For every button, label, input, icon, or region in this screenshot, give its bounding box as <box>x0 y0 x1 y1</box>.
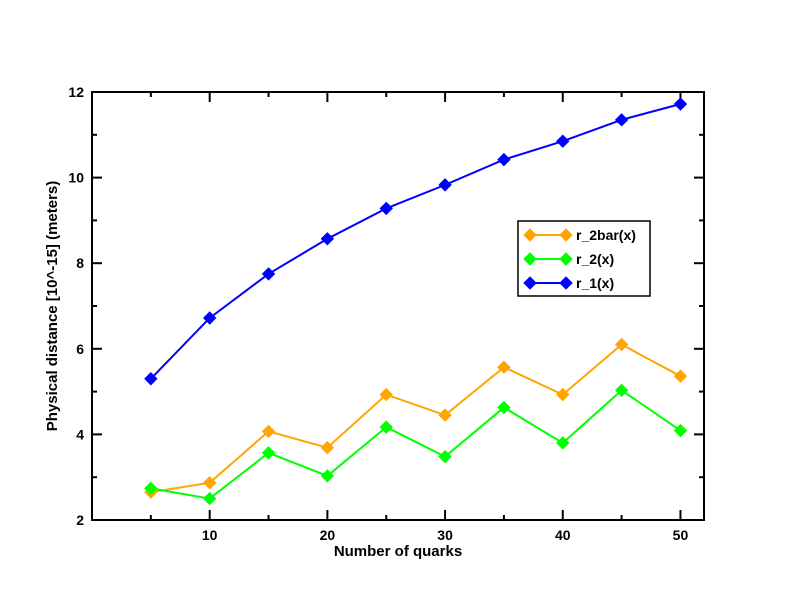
series-line <box>150 389 682 500</box>
y-tick-label: 4 <box>76 426 84 442</box>
data-point <box>673 369 688 383</box>
data-point <box>379 387 393 402</box>
data-point <box>556 387 570 402</box>
data-point <box>144 372 158 386</box>
x-tick-label: 20 <box>320 527 336 543</box>
data-point <box>261 446 276 460</box>
x-tick-label: 30 <box>437 527 453 543</box>
legend-marker <box>523 252 537 266</box>
y-tick-label: 8 <box>76 255 84 271</box>
legend-item: r_2bar(x) <box>523 227 636 243</box>
data-point <box>202 311 217 325</box>
legend-marker <box>559 252 573 266</box>
series-line <box>150 343 681 494</box>
x-tick-label: 40 <box>555 527 571 543</box>
legend-marker <box>523 276 537 290</box>
data-point <box>261 267 276 281</box>
data-point <box>144 481 158 496</box>
plot-frame <box>91 91 705 521</box>
x-tick-label: 50 <box>673 527 689 543</box>
plot-area: 10 20 30 40 50 2 4 6 8 10 12 <box>68 84 705 543</box>
legend-item: r_1(x) <box>523 275 614 291</box>
data-point <box>379 420 393 434</box>
data-point <box>614 113 629 127</box>
data-point <box>320 232 335 246</box>
data-point <box>202 476 217 490</box>
y-tick-label: 10 <box>68 170 84 186</box>
series-r-2-x- <box>144 383 688 506</box>
series-line <box>150 103 681 380</box>
series-r-1-x- <box>144 97 688 386</box>
y-tick-label: 2 <box>76 512 84 528</box>
y-tick-label: 6 <box>76 341 84 357</box>
data-point <box>614 337 629 352</box>
legend-label: r_1(x) <box>576 275 614 291</box>
y-tick-label: 12 <box>68 84 84 100</box>
legend-label: r_2bar(x) <box>576 227 636 243</box>
data-point <box>261 424 276 439</box>
data-point <box>438 178 452 192</box>
data-point <box>202 491 217 506</box>
data-point <box>673 97 688 111</box>
legend-marker <box>523 228 537 242</box>
data-point <box>614 383 629 398</box>
data-point <box>320 440 335 455</box>
legend-item: r_2(x) <box>523 251 614 267</box>
legend-label: r_2(x) <box>576 251 614 267</box>
data-point <box>320 469 335 483</box>
y-axis: 2 4 6 8 10 12 <box>68 84 704 528</box>
data-point <box>556 436 570 450</box>
data-point <box>379 201 393 216</box>
data-point <box>438 408 452 422</box>
data-point <box>556 134 570 148</box>
data-point <box>438 449 452 464</box>
x-tick-label: 10 <box>202 527 218 543</box>
data-point <box>497 400 511 415</box>
legend: r_2bar(x) r_2(x) r_1(x) <box>517 220 651 297</box>
data-point <box>497 152 511 167</box>
series-layer <box>144 97 688 506</box>
legend-marker <box>559 276 573 290</box>
legend-marker <box>559 228 573 242</box>
data-point <box>673 423 688 438</box>
y-axis-title: Physical distance [10^-15] (meters) <box>44 181 61 432</box>
x-axis: 10 20 30 40 50 <box>149 92 689 543</box>
x-axis-title: Number of quarks <box>334 543 462 560</box>
data-point <box>497 360 511 374</box>
